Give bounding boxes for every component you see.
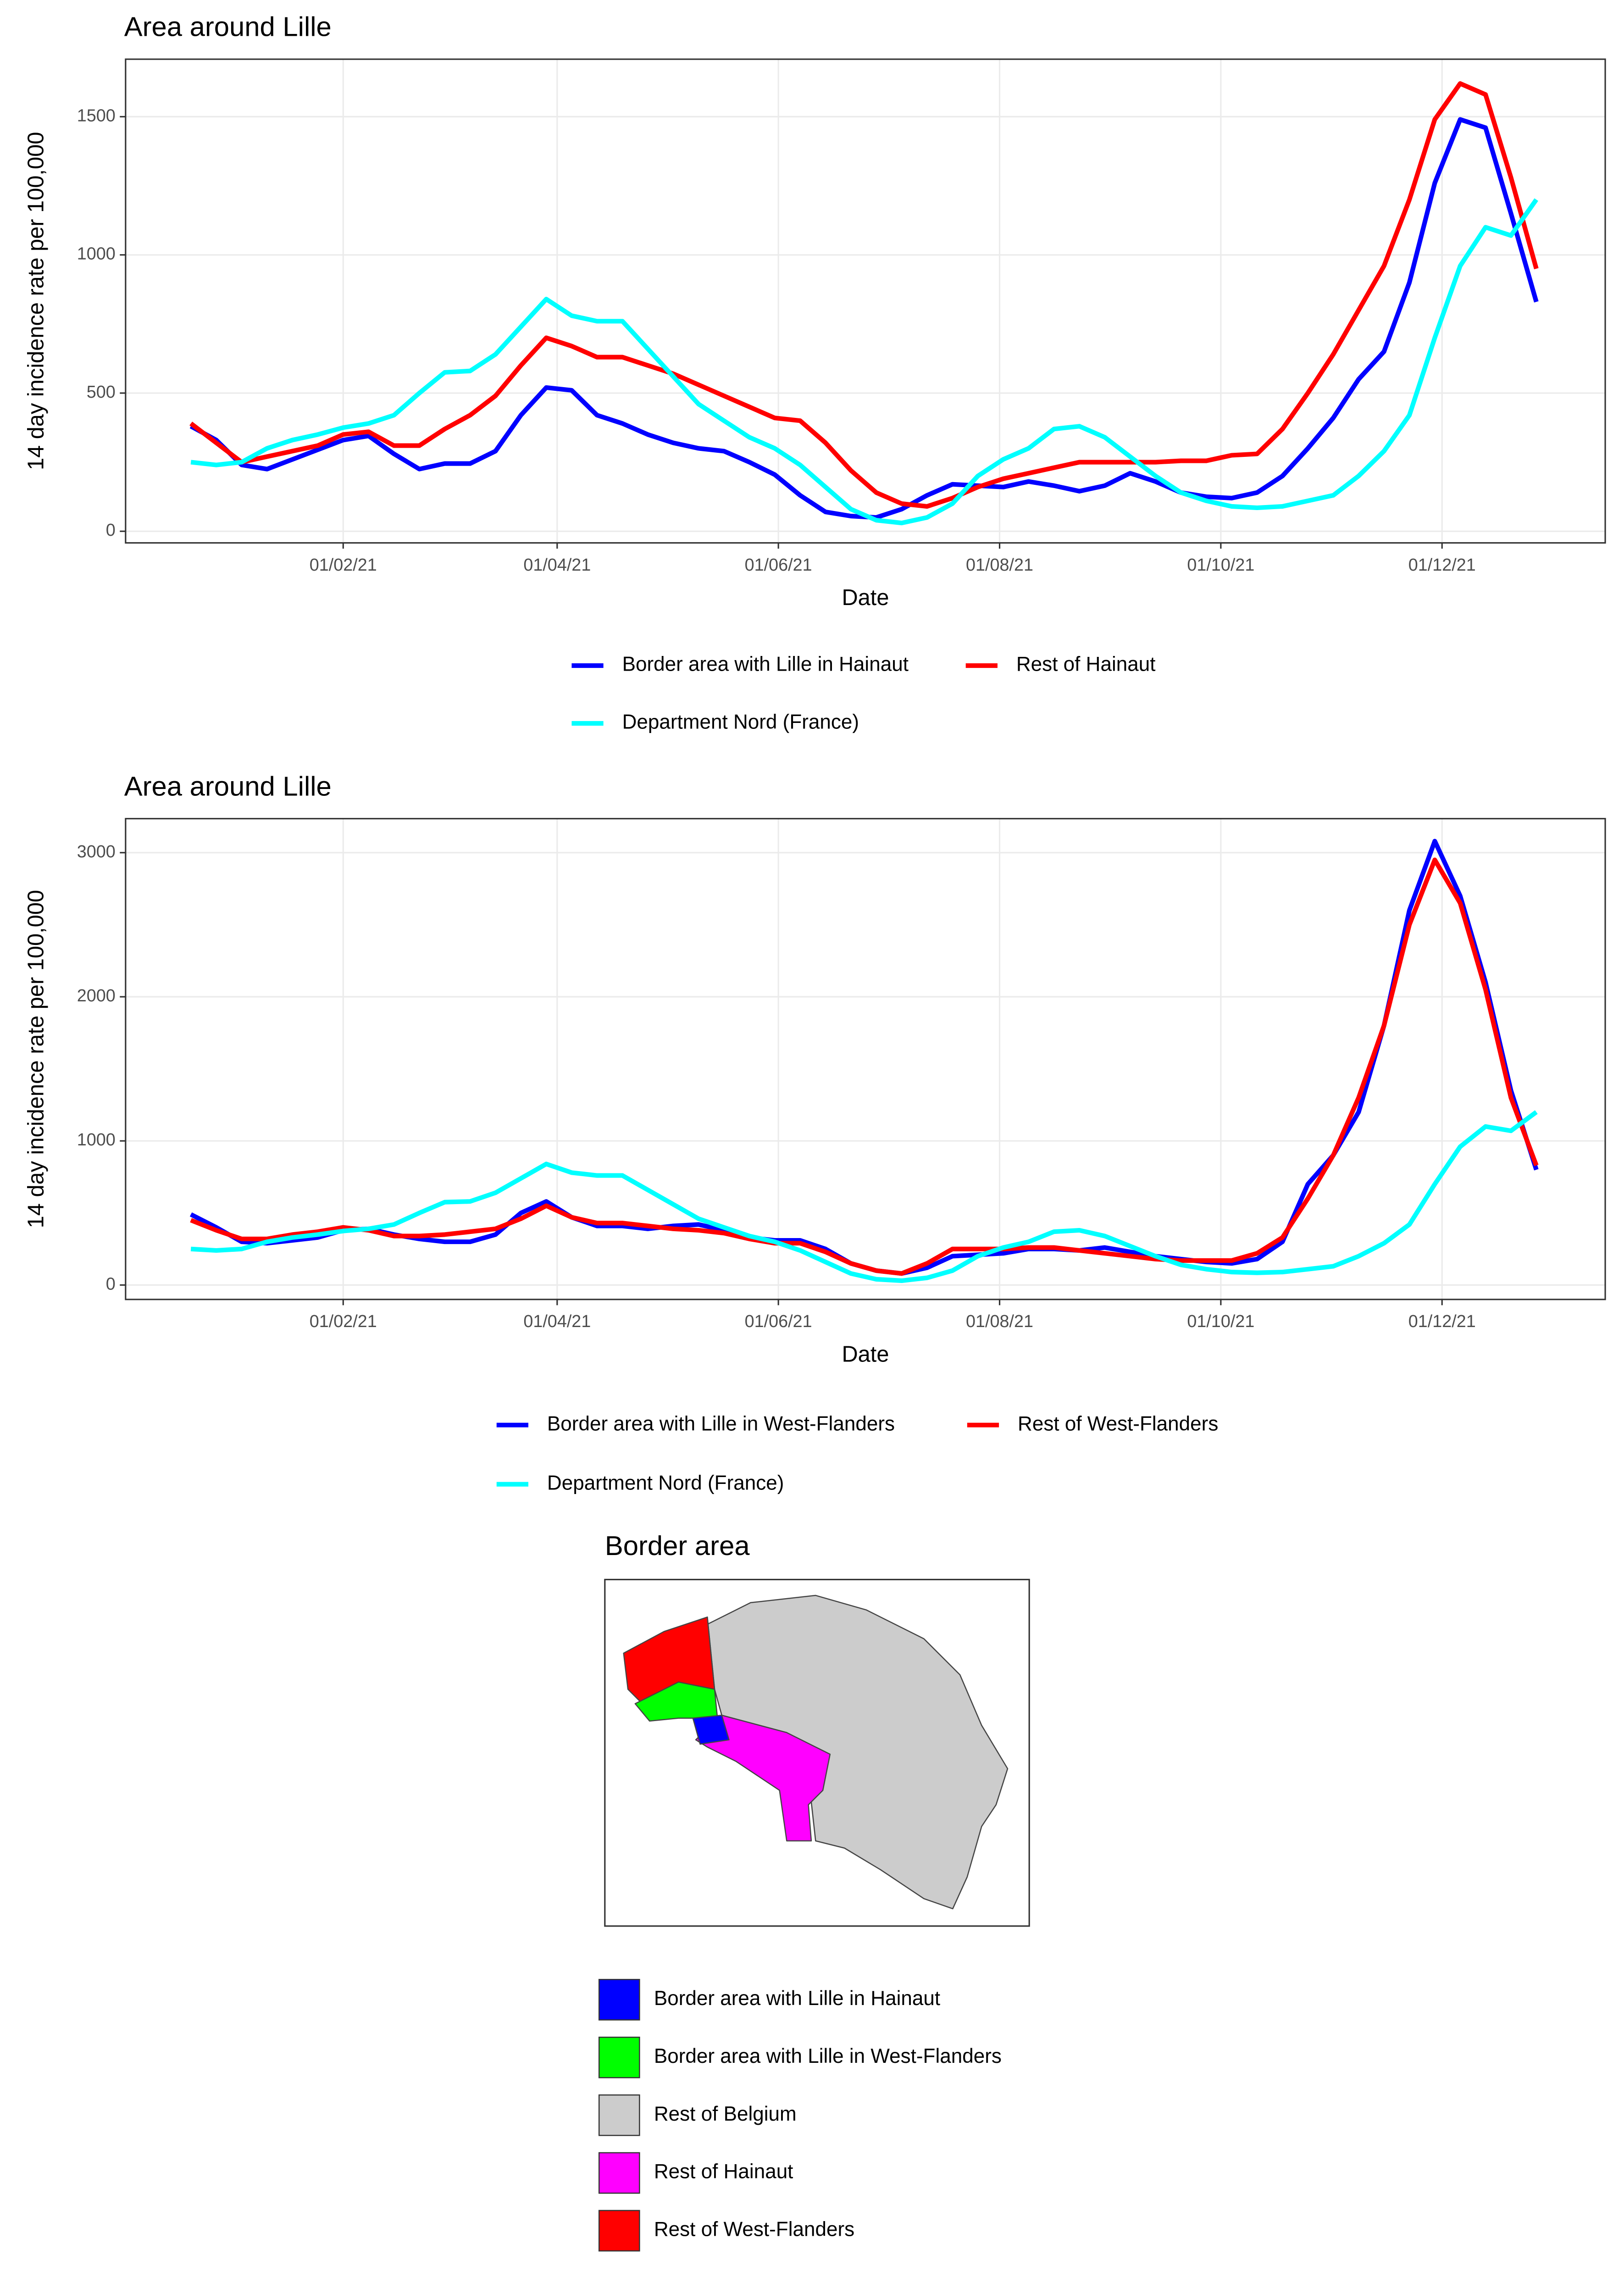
- x-tick-label: 01/10/21: [1187, 1312, 1254, 1331]
- region-border-hainaut: [692, 1715, 730, 1745]
- region-rest-hainaut: [695, 1715, 831, 1842]
- legend-label: Rest of West-Flanders: [1018, 1412, 1218, 1435]
- y-tick-label: 0: [106, 521, 116, 540]
- x-tick-label: 01/06/21: [745, 1312, 812, 1331]
- map-legend-label: Border area with Lille in West-Flanders: [654, 2045, 1002, 2067]
- map-legend-key: [598, 2094, 640, 2136]
- y-tick-label: 500: [87, 383, 116, 402]
- x-tick-label: 01/04/21: [523, 1312, 591, 1331]
- plot-border: [125, 58, 1606, 544]
- chart-title: Area around Lille: [124, 771, 332, 801]
- map-legend-label: Rest of Belgium: [654, 2103, 797, 2125]
- legend-label: Rest of Hainaut: [1016, 653, 1156, 676]
- x-tick-label: 01/02/21: [310, 556, 377, 575]
- y-axis-title: 14 day incidence rate per 100,000: [24, 132, 49, 470]
- plot-panel: [125, 59, 1606, 543]
- map-legend-key: [598, 1979, 640, 2021]
- x-tick-label: 01/10/21: [1187, 556, 1254, 575]
- x-tick-label: 01/08/21: [966, 556, 1033, 575]
- plot-panel: [125, 818, 1606, 1300]
- x-tick-label: 01/04/21: [523, 556, 591, 575]
- legend-label: Border area with Lille in Hainaut: [622, 653, 909, 676]
- legend-label: Department Nord (France): [622, 711, 859, 733]
- map: [623, 1594, 1009, 1910]
- x-axis-title: Date: [842, 1342, 889, 1367]
- y-tick-label: 2000: [77, 986, 116, 1005]
- legend-label: Border area with Lille in West-Flanders: [547, 1412, 895, 1435]
- y-tick-label: 1000: [77, 244, 116, 264]
- map-title: Border area: [605, 1530, 750, 1561]
- x-axis-title: Date: [842, 585, 889, 610]
- x-tick-label: 01/12/21: [1408, 1312, 1476, 1331]
- series-line: [190, 1110, 1538, 1283]
- map-legend-key: [598, 2210, 640, 2252]
- map-legend-key: [598, 2152, 640, 2194]
- y-tick-label: 1500: [77, 106, 116, 125]
- legend-label: Department Nord (France): [547, 1472, 784, 1494]
- series-line: [190, 198, 1538, 526]
- x-tick-label: 01/08/21: [966, 1312, 1033, 1331]
- series-line: [189, 81, 1539, 509]
- map-legend-label: Rest of West-Flanders: [654, 2218, 854, 2241]
- x-tick-label: 01/12/21: [1408, 556, 1476, 575]
- x-tick-label: 01/06/21: [745, 556, 812, 575]
- map-legend-label: Border area with Lille in Hainaut: [654, 1987, 940, 2010]
- chart-title: Area around Lille: [124, 11, 332, 42]
- y-tick-label: 1000: [77, 1130, 116, 1150]
- series-line: [190, 857, 1539, 1276]
- y-tick-label: 0: [106, 1274, 116, 1294]
- map-legend-key: [598, 2036, 640, 2078]
- plot-border: [125, 818, 1606, 1300]
- x-tick-label: 01/02/21: [310, 1312, 377, 1331]
- map-legend-label: Rest of Hainaut: [654, 2161, 793, 2183]
- y-tick-label: 3000: [77, 842, 116, 861]
- y-axis-title: 14 day incidence rate per 100,000: [24, 890, 49, 1228]
